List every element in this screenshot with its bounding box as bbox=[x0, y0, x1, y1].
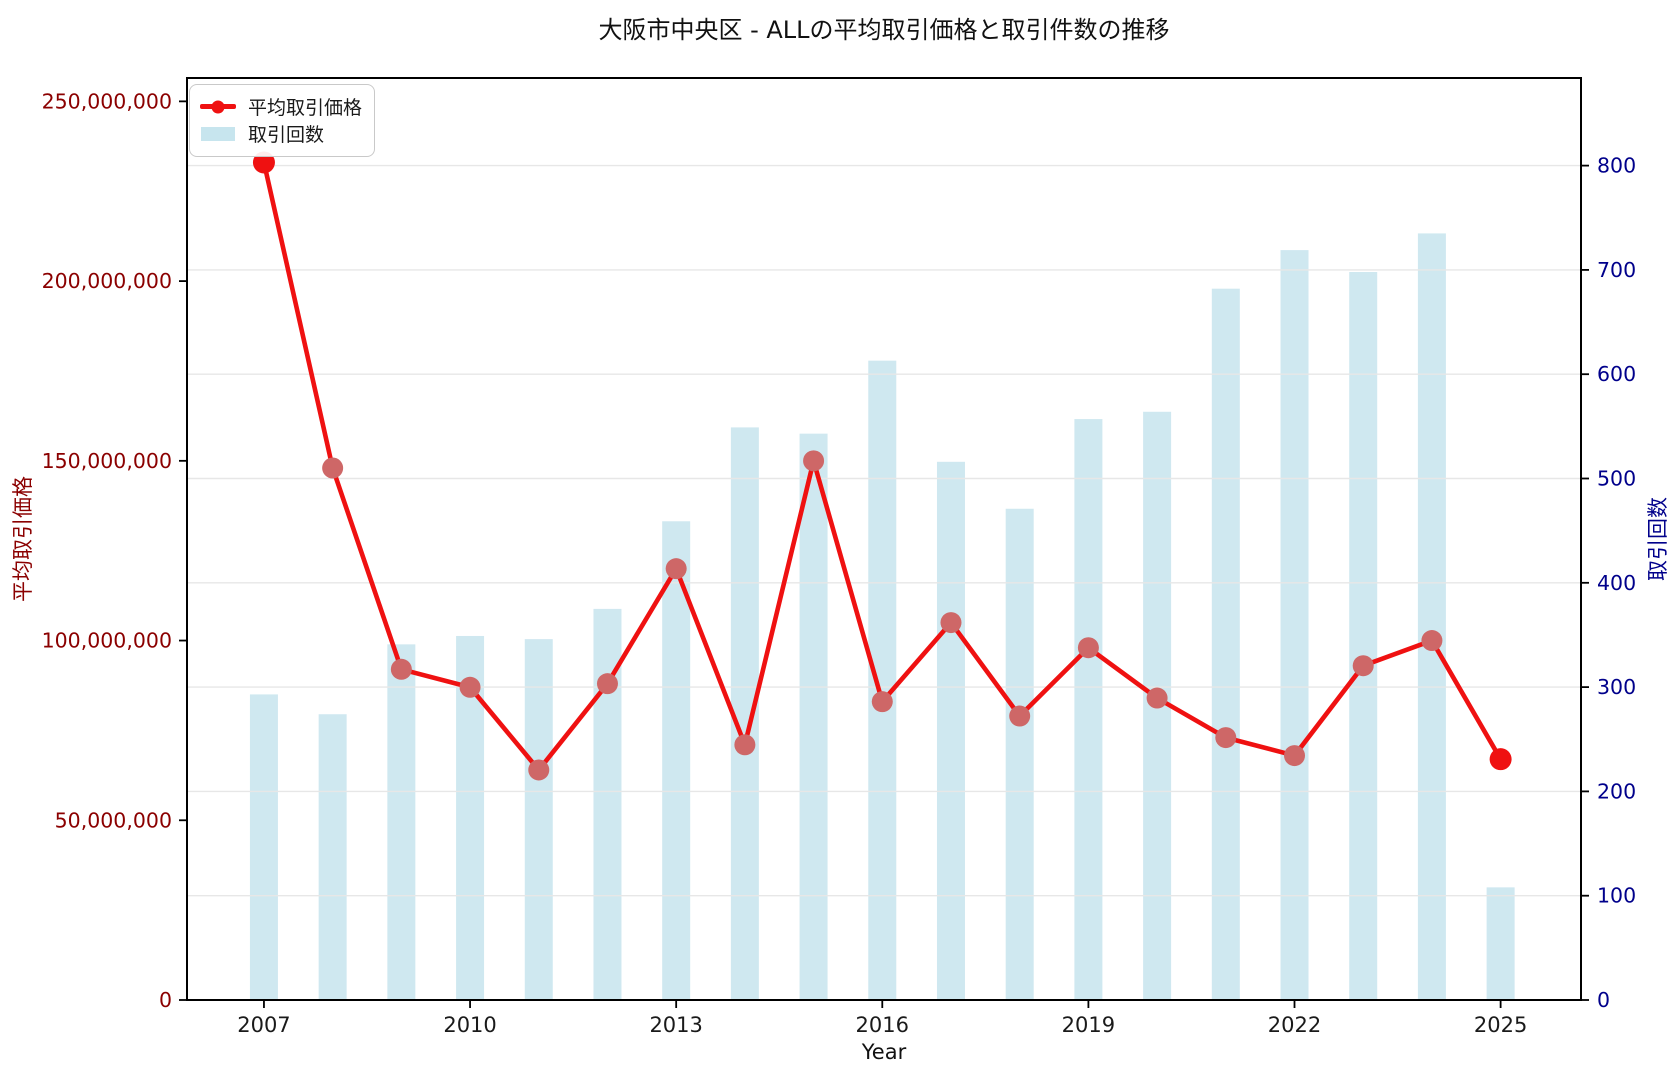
y-right-tick-label: 100 bbox=[1597, 884, 1636, 908]
bar-2019 bbox=[1074, 419, 1103, 1001]
price-marker-2012 bbox=[596, 673, 618, 695]
right-axis-title: 取引回数 bbox=[1646, 497, 1670, 581]
bar-2023 bbox=[1349, 271, 1378, 1000]
legend-count-patch-icon bbox=[200, 126, 236, 141]
bar-2011 bbox=[524, 639, 553, 1000]
y-left-tick-label: 100,000,000 bbox=[42, 629, 172, 653]
bar-2015 bbox=[799, 433, 828, 1000]
price-marker-2017 bbox=[940, 612, 962, 634]
left-axis-title: 平均取引価格 bbox=[11, 476, 35, 602]
price-marker-2008 bbox=[322, 457, 344, 479]
legend: 平均取引価格 取引回数 bbox=[189, 84, 375, 157]
y-right-tick-label: 600 bbox=[1597, 362, 1636, 386]
y-right-tick-label: 200 bbox=[1597, 779, 1636, 803]
price-marker-2015 bbox=[803, 450, 825, 472]
price-marker-2023 bbox=[1352, 655, 1374, 677]
y-right-tick-label: 800 bbox=[1597, 154, 1636, 178]
legend-price-line-icon bbox=[200, 100, 236, 113]
price-marker-2013 bbox=[665, 558, 687, 580]
x-axis-title: Year bbox=[861, 1040, 907, 1064]
y-right-tick-label: 500 bbox=[1597, 467, 1636, 491]
x-tick-label: 2016 bbox=[856, 1013, 909, 1037]
chart-title: 大阪市中央区 - ALLの平均取引価格と取引件数の推移 bbox=[598, 16, 1170, 44]
legend-count-label: 取引回数 bbox=[248, 124, 325, 146]
legend-price-label: 平均取引価格 bbox=[248, 97, 363, 119]
bar-2016 bbox=[868, 360, 897, 1001]
legend-item-price: 平均取引価格 bbox=[200, 93, 362, 120]
price-marker-2018 bbox=[1009, 705, 1031, 727]
bar-2018 bbox=[1005, 508, 1034, 1000]
price-marker-2011 bbox=[528, 759, 550, 781]
price-marker-2016 bbox=[871, 691, 893, 713]
price-marker-2009 bbox=[390, 658, 412, 680]
y-left-tick-label: 150,000,000 bbox=[42, 449, 172, 473]
x-tick-label: 2025 bbox=[1474, 1013, 1527, 1037]
price-marker-2025 bbox=[1489, 748, 1512, 771]
x-tick-label: 2019 bbox=[1062, 1013, 1115, 1037]
bar-2024 bbox=[1417, 233, 1446, 1001]
bar-2025 bbox=[1486, 887, 1515, 1000]
bar-2017 bbox=[936, 461, 965, 1001]
bar-2008 bbox=[318, 714, 347, 1000]
price-marker-2021 bbox=[1215, 727, 1237, 749]
bar-2007 bbox=[249, 694, 278, 1000]
price-marker-2022 bbox=[1284, 745, 1306, 767]
price-marker-2014 bbox=[734, 734, 756, 756]
plot-border bbox=[186, 77, 1582, 1001]
x-tick-label: 2022 bbox=[1268, 1013, 1321, 1037]
bar-2009 bbox=[387, 644, 416, 1000]
legend-item-count: 取引回数 bbox=[200, 120, 362, 147]
y-right-tick-label: 400 bbox=[1597, 571, 1636, 595]
y-left-tick-label: 250,000,000 bbox=[42, 89, 172, 113]
price-marker-2024 bbox=[1421, 630, 1443, 652]
y-left-tick-label: 50,000,000 bbox=[55, 808, 172, 832]
y-right-tick-label: 0 bbox=[1597, 988, 1610, 1012]
y-left-tick-label: 0 bbox=[159, 988, 172, 1012]
x-tick-label: 2010 bbox=[443, 1013, 496, 1037]
y-left-tick-label: 200,000,000 bbox=[42, 269, 172, 293]
price-marker-2019 bbox=[1077, 637, 1099, 659]
x-tick-label: 2007 bbox=[237, 1013, 290, 1037]
y-right-tick-label: 700 bbox=[1597, 258, 1636, 282]
price-marker-2010 bbox=[459, 676, 481, 698]
bar-2022 bbox=[1280, 250, 1309, 1000]
bar-2013 bbox=[662, 521, 691, 1000]
y-right-tick-label: 300 bbox=[1597, 675, 1636, 699]
price-marker-2020 bbox=[1146, 687, 1168, 709]
x-tick-label: 2013 bbox=[649, 1013, 702, 1037]
bar-2021 bbox=[1211, 288, 1240, 1001]
